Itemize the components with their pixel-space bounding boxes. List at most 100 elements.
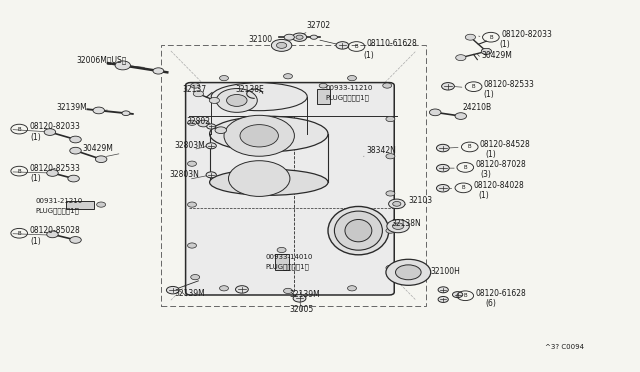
Text: 08120-61628: 08120-61628 — [476, 289, 526, 298]
Text: (3): (3) — [480, 170, 491, 179]
Ellipse shape — [345, 219, 372, 242]
Circle shape — [348, 76, 356, 81]
Text: ^3? C0094: ^3? C0094 — [545, 344, 584, 350]
Circle shape — [276, 42, 287, 48]
Circle shape — [44, 129, 56, 135]
Circle shape — [153, 68, 164, 74]
Text: 32138N: 32138N — [392, 219, 421, 228]
Circle shape — [284, 74, 292, 79]
Text: 32138E: 32138E — [236, 85, 264, 94]
Text: 32139M: 32139M — [289, 291, 320, 299]
Circle shape — [436, 164, 449, 172]
Circle shape — [70, 147, 81, 154]
Text: (1): (1) — [364, 51, 374, 60]
Circle shape — [68, 175, 79, 182]
Text: (1): (1) — [31, 133, 42, 142]
Circle shape — [216, 89, 257, 112]
Text: 32139M: 32139M — [56, 103, 87, 112]
Circle shape — [271, 39, 292, 51]
Circle shape — [452, 292, 463, 298]
Circle shape — [220, 76, 228, 81]
Text: B: B — [461, 185, 465, 190]
Text: 08120-82033: 08120-82033 — [501, 30, 552, 39]
Circle shape — [387, 219, 410, 233]
Circle shape — [481, 48, 492, 54]
Circle shape — [386, 265, 395, 270]
Text: B: B — [463, 165, 467, 170]
Polygon shape — [66, 201, 94, 209]
Circle shape — [348, 286, 356, 291]
Text: PLUGプラグ（1）: PLUGプラグ（1） — [325, 94, 369, 101]
Text: (1): (1) — [483, 90, 494, 99]
Text: 32005: 32005 — [289, 305, 314, 314]
Circle shape — [166, 286, 179, 294]
Text: (1): (1) — [479, 191, 490, 200]
Circle shape — [209, 97, 220, 103]
Circle shape — [456, 55, 466, 61]
Circle shape — [284, 288, 292, 294]
Text: 08120-82033: 08120-82033 — [29, 122, 80, 131]
Circle shape — [386, 191, 395, 196]
Text: B: B — [17, 231, 21, 236]
Circle shape — [188, 243, 196, 248]
Circle shape — [70, 136, 81, 143]
Text: B: B — [489, 35, 493, 40]
Text: 32103: 32103 — [408, 196, 433, 205]
Circle shape — [396, 265, 421, 280]
Circle shape — [191, 83, 200, 88]
Circle shape — [438, 287, 448, 293]
Text: PLUGプラグ（1）: PLUGプラグ（1） — [266, 263, 310, 270]
Circle shape — [70, 237, 81, 243]
Circle shape — [393, 202, 401, 206]
Text: 32006M〈US〉: 32006M〈US〉 — [77, 55, 127, 64]
Circle shape — [115, 61, 131, 70]
Circle shape — [97, 202, 106, 207]
Circle shape — [455, 113, 467, 119]
Text: 08120-82533: 08120-82533 — [484, 80, 534, 89]
Circle shape — [293, 295, 306, 302]
Circle shape — [386, 116, 395, 122]
Circle shape — [442, 83, 454, 90]
Text: PLUGプラグ（1）: PLUGプラグ（1） — [35, 207, 79, 214]
Text: 32139M: 32139M — [174, 289, 205, 298]
Text: 32702: 32702 — [306, 21, 330, 30]
Circle shape — [429, 109, 441, 116]
Text: 08120-85028: 08120-85028 — [29, 226, 80, 235]
Ellipse shape — [211, 83, 307, 111]
Text: 30429M: 30429M — [481, 51, 512, 60]
Circle shape — [392, 223, 404, 230]
Text: 32802: 32802 — [187, 118, 211, 126]
Text: (1): (1) — [485, 150, 496, 159]
Text: 32100: 32100 — [248, 35, 273, 44]
Circle shape — [236, 286, 248, 293]
Text: B: B — [463, 293, 467, 298]
FancyBboxPatch shape — [186, 83, 394, 295]
Circle shape — [227, 94, 247, 106]
Circle shape — [188, 202, 196, 207]
Circle shape — [47, 231, 58, 238]
Text: (6): (6) — [485, 299, 496, 308]
Circle shape — [95, 156, 107, 163]
Text: (1): (1) — [31, 174, 42, 183]
Circle shape — [206, 172, 216, 178]
Circle shape — [310, 35, 317, 39]
Text: 08120-82533: 08120-82533 — [29, 164, 80, 173]
Circle shape — [224, 115, 294, 156]
Text: 00931-21210: 00931-21210 — [35, 198, 83, 204]
Circle shape — [240, 125, 278, 147]
Text: (1): (1) — [499, 40, 510, 49]
Circle shape — [198, 120, 209, 127]
Circle shape — [188, 161, 196, 166]
Circle shape — [465, 34, 476, 40]
Circle shape — [188, 120, 196, 125]
Bar — [161, 45, 426, 306]
Text: B: B — [355, 44, 358, 49]
Text: 32803M: 32803M — [174, 141, 205, 150]
Ellipse shape — [210, 169, 328, 195]
Text: 32137: 32137 — [182, 85, 207, 94]
Text: 32803N: 32803N — [170, 170, 200, 179]
Circle shape — [206, 143, 216, 149]
Circle shape — [319, 83, 327, 88]
Circle shape — [193, 91, 204, 97]
Circle shape — [388, 199, 405, 209]
